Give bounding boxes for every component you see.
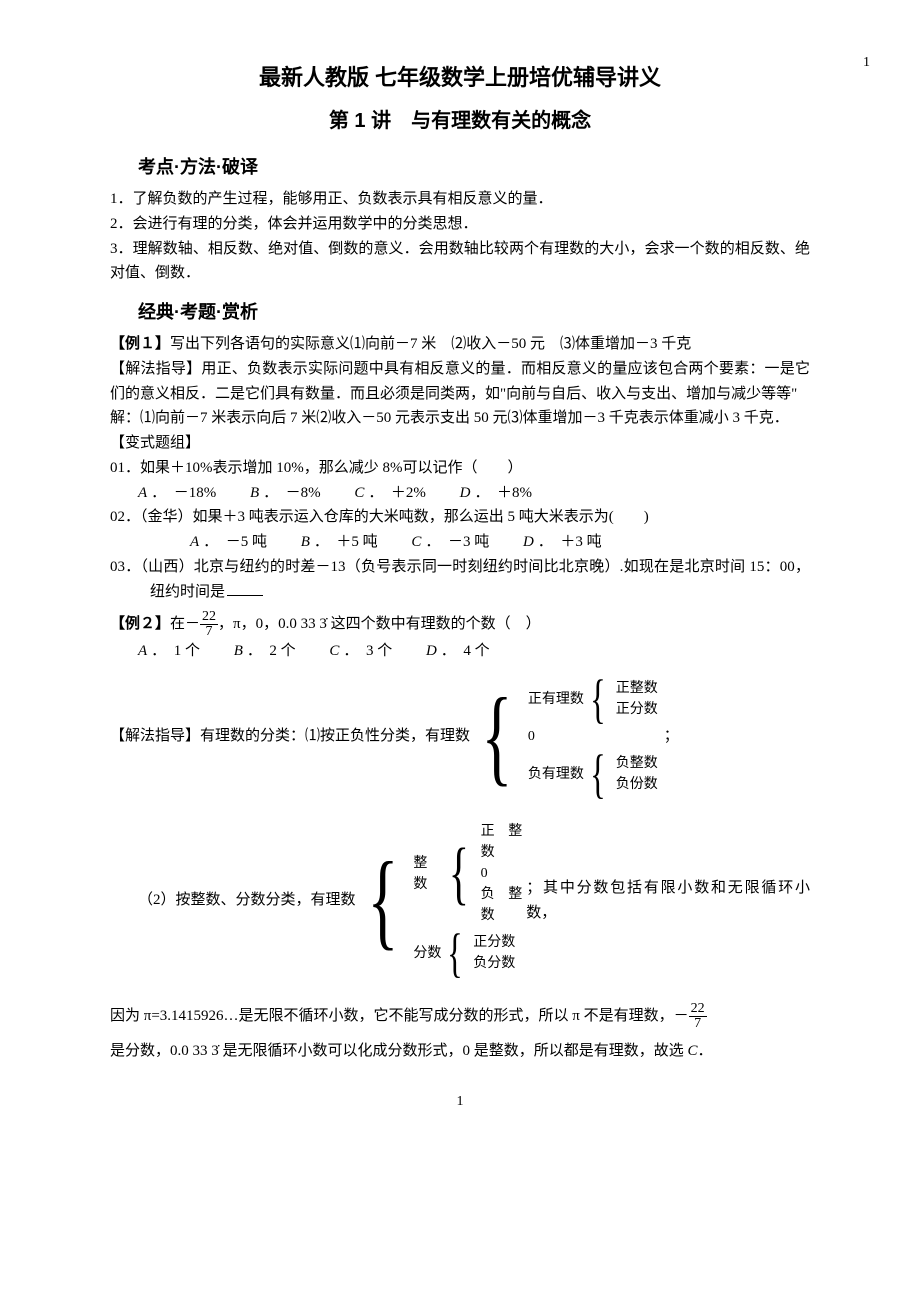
variant-label: 【变式题组】 — [110, 431, 810, 456]
conclusion-mid: 是分数，0.0 33 3̇ 是无限循环小数可以化成分数形式，0 是整数，所以都是… — [110, 1043, 688, 1059]
section-heading-2: 经典·考题·赏析 — [138, 298, 810, 324]
clf2-neg-frac: 负分数 — [473, 953, 515, 974]
variant2-choice-a: －5 吨 — [226, 534, 267, 550]
page-container: 1 最新人教版 七年级数学上册培优辅导讲义 第 1 讲 与有理数有关的概念 考点… — [0, 0, 920, 1150]
clf2-pos-int: 正整数 — [481, 821, 523, 863]
variant2-choice-c: －3 吨 — [448, 534, 489, 550]
clf2-int-label: 整数 — [413, 853, 441, 895]
example2-choices: A． 1 个 B． 2 个 C． 3 个 D． 4 个 — [110, 639, 810, 664]
blank-underline — [227, 595, 263, 596]
example2-method-prefix: 有理数的分类：⑴按正负性分类，有理数 — [200, 728, 470, 744]
variant3: 03．（山西）北京与纽约的时差－13（负号表示同一时刻纽约时间比北京晚）.如现在… — [110, 555, 810, 605]
fraction-22-7-a: 227 — [200, 610, 218, 639]
variant2-choice-d: ＋3 吨 — [560, 534, 601, 550]
clf2-frac-label: 分数 — [413, 943, 441, 964]
classification-2: { 整数 { 正整数 0 负整数 分数 { 正分数 负分数 — [356, 821, 523, 980]
clf2-zero: 0 — [481, 863, 523, 884]
variant1: 01．如果＋10%表示增加 10%，那么减少 8%可以记作（ ） — [110, 456, 810, 481]
variant1-text: 如果＋10%表示增加 10%，那么减少 8%可以记作（ ） — [140, 460, 523, 476]
clf1-pos-frac: 正分数 — [616, 699, 658, 720]
example1-solution: 解：⑴向前－7 米表示向后 7 米⑵收入－50 元表示支出 50 元⑶体重增加－… — [110, 406, 810, 431]
classification-2-row: （2）按整数、分数分类，有理数 { 整数 { 正整数 0 负整数 分数 { — [110, 821, 810, 980]
semicolon-1: ； — [664, 724, 679, 749]
page-number-bottom: 1 — [110, 1094, 810, 1110]
page-number-top: 1 — [863, 55, 870, 71]
variant1-choice-a: －18% — [174, 485, 217, 501]
variant2-num: 02． — [110, 509, 140, 525]
title-main: 最新人教版 七年级数学上册培优辅导讲义 — [110, 60, 810, 92]
clf2-pos-frac: 正分数 — [473, 932, 515, 953]
example2-label: 【例２】 — [110, 615, 170, 632]
conclusion-end: ． — [698, 1043, 713, 1059]
section1-item-1: 1．了解负数的产生过程，能够用正、负数表示具有相反意义的量． — [110, 187, 810, 212]
example1-label: 【例１】 — [110, 335, 170, 352]
clf2-suffix: ；其中分数包括有限小数和无限循环小数， — [526, 876, 810, 926]
brace-icon: { — [590, 672, 606, 726]
example2-choice-c: 3 个 — [366, 643, 392, 659]
example1-line: 【例１】写出下列各语句的实际意义⑴向前－7 米 ⑵收入－50 元 ⑶体重增加－3… — [110, 332, 810, 357]
section1-item-3: 3．理解数轴、相反数、绝对值、倒数的意义．会用数轴比较两个有理数的大小，会求一个… — [110, 237, 810, 287]
variant2-choices: A． －5 吨 B． ＋5 吨 C． －3 吨 D． ＋3 吨 — [110, 530, 810, 555]
brace-icon: { — [367, 821, 398, 980]
variant1-choice-d: ＋8% — [497, 485, 532, 501]
conclusion: 因为 π=3.1415926…是无限不循环小数，它不能写成分数的形式，所以 π … — [110, 1002, 810, 1031]
conclusion-answer: C — [688, 1043, 698, 1059]
clf2-prefix: （2）按整数、分数分类，有理数 — [138, 888, 356, 913]
example1-text: 写出下列各语句的实际意义⑴向前－7 米 ⑵收入－50 元 ⑶体重增加－3 千克 — [170, 336, 691, 352]
section1-item-2: 2．会进行有理的分类，体会并运用数学中的分类思想． — [110, 212, 810, 237]
clf1-pos-label: 正有理数 — [528, 689, 584, 710]
example1-method: 【解法指导】用正、负数表示实际问题中具有相反意义的量．而相反意义的量应该包合两个… — [110, 357, 810, 407]
variant1-choices: A． －18% B． －8% C． ＋2% D． ＋8% — [110, 481, 810, 506]
classification-1: { 正有理数 { 正整数 正分数 0 负有理数 { 负整数 负份数 — [470, 672, 658, 801]
brace-icon: { — [590, 747, 606, 801]
method-label-1: 【解法指导】 — [110, 360, 201, 377]
clf1-neg-frac: 负份数 — [616, 774, 658, 795]
clf1-pos-int: 正整数 — [616, 678, 658, 699]
example2-choice-b: 2 个 — [269, 643, 295, 659]
variant1-num: 01． — [110, 460, 140, 476]
conclusion-2: 是分数，0.0 33 3̇ 是无限循环小数可以化成分数形式，0 是整数，所以都是… — [110, 1039, 810, 1064]
brace-icon: { — [449, 821, 469, 926]
variant2: 02．（金华）如果＋3 吨表示运入仓库的大米吨数，那么运出 5 吨大米表示为( … — [110, 505, 810, 530]
clf1-neg-int: 负整数 — [616, 753, 658, 774]
example2-choice-a: 1 个 — [174, 643, 200, 659]
variant3-text: （山西）北京与纽约的时差－13（负号表示同一时刻纽约时间比北京晚）.如现在是北京… — [140, 559, 810, 600]
example2-method: 【解法指导】有理数的分类：⑴按正负性分类，有理数 { 正有理数 { 正整数 正分… — [110, 672, 810, 801]
title-sub: 第 1 讲 与有理数有关的概念 — [110, 104, 810, 133]
variant2-choice-b: ＋5 吨 — [336, 534, 377, 550]
brace-icon: { — [448, 926, 464, 980]
clf1-neg-label: 负有理数 — [528, 764, 584, 785]
variant1-choice-c: ＋2% — [391, 485, 426, 501]
variant1-choice-b: －8% — [286, 485, 321, 501]
section-heading-1: 考点·方法·破译 — [138, 153, 810, 179]
example2-line: 【例２】在－227，π，0，0.0 33 3̇ 这四个数中有理数的个数（ ） — [110, 610, 810, 639]
conclusion-prefix: 因为 π=3.1415926…是无限不循环小数，它不能写成分数的形式，所以 π … — [110, 1008, 689, 1024]
method-label-2: 【解法指导】 — [110, 727, 200, 744]
example1-method-text: 用正、负数表示实际问题中具有相反意义的量．而相反意义的量应该包合两个要素：一是它… — [110, 361, 810, 402]
fraction-22-7-b: 227 — [689, 1002, 707, 1031]
example2-text-mid: ，π，0，0.0 33 3̇ 这四个数中有理数的个数（ ） — [218, 616, 541, 632]
variant2-text: （金华）如果＋3 吨表示运入仓库的大米吨数，那么运出 5 吨大米表示为( ) — [140, 509, 649, 525]
example2-text-prefix: 在－ — [170, 616, 200, 632]
variant3-num: 03． — [110, 559, 140, 575]
example2-choice-d: 4 个 — [463, 643, 489, 659]
brace-icon: { — [481, 672, 512, 801]
clf2-neg-int: 负整数 — [481, 884, 523, 926]
